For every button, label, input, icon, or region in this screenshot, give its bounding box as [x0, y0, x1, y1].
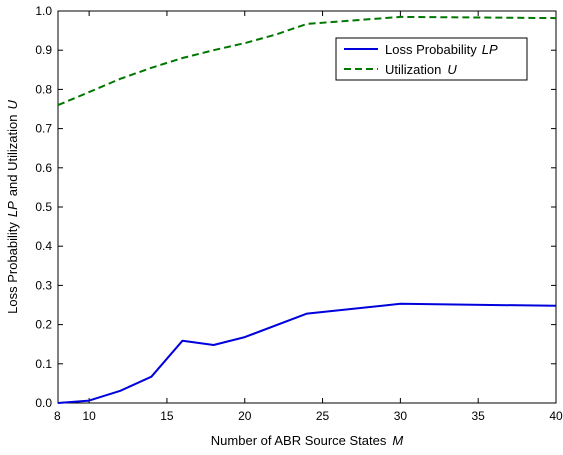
- y-tick-label: 0.2: [35, 318, 52, 332]
- x-tick-label: 10: [82, 409, 96, 423]
- x-tick-label: 15: [160, 409, 174, 423]
- y-tick-label: 0.3: [35, 278, 52, 292]
- x-tick-label: 25: [316, 409, 330, 423]
- legend-label-utilization: Utilization U: [385, 62, 457, 77]
- y-tick-label: 0.6: [35, 161, 52, 175]
- y-tick-label: 0.1: [35, 357, 52, 371]
- series-line-utilization: [57, 15, 557, 107]
- y-axis-label: Loss ProbabilityLPand UtilizationU: [5, 100, 20, 314]
- x-tick-label: 20: [238, 409, 252, 423]
- legend-label-loss-probability: Loss Probability LP: [385, 42, 498, 57]
- y-tick-label: 1.0: [35, 4, 52, 18]
- x-axis-label: Number of ABR Source States M: [211, 433, 404, 448]
- series-line-loss-probability: [57, 302, 557, 404]
- x-tick-label: 8: [54, 409, 61, 423]
- y-tick-label: 0.9: [35, 43, 52, 57]
- x-axis-label-variable: M: [392, 433, 403, 448]
- legend-box: [335, 37, 528, 81]
- y-tick-label: 0.4: [35, 239, 52, 253]
- x-tick-label: 35: [472, 409, 486, 423]
- x-tick-label: 40: [549, 409, 563, 423]
- y-tick-label: 0.7: [35, 122, 52, 136]
- legend: Loss Probability LP Utilization U: [335, 37, 528, 81]
- axis-ticks: 8 10 15 20 25 30 35 40 0.0 0.1 0.2 0.3 0.4 0.5 0.6 0.7 0…: [35, 4, 563, 423]
- y-axis-label-variable-lp: LP: [5, 201, 20, 217]
- y-tick-label: 0.0: [35, 396, 52, 410]
- x-tick-label: 30: [394, 409, 408, 423]
- y-tick-label: 0.5: [35, 200, 52, 214]
- y-tick-label: 0.8: [35, 82, 52, 96]
- series-layer: [57, 15, 557, 404]
- y-axis-label-variable-u: U: [5, 100, 20, 110]
